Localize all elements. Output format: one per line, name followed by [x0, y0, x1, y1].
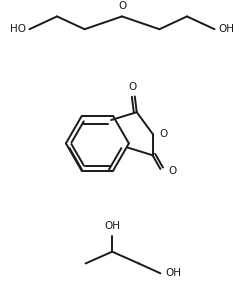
- Text: OH: OH: [104, 221, 120, 231]
- Text: HO: HO: [10, 24, 26, 34]
- Text: O: O: [129, 81, 137, 91]
- Text: O: O: [168, 166, 176, 176]
- Text: O: O: [159, 129, 168, 139]
- Text: OH: OH: [218, 24, 234, 34]
- Text: OH: OH: [165, 268, 181, 278]
- Text: O: O: [118, 1, 126, 11]
